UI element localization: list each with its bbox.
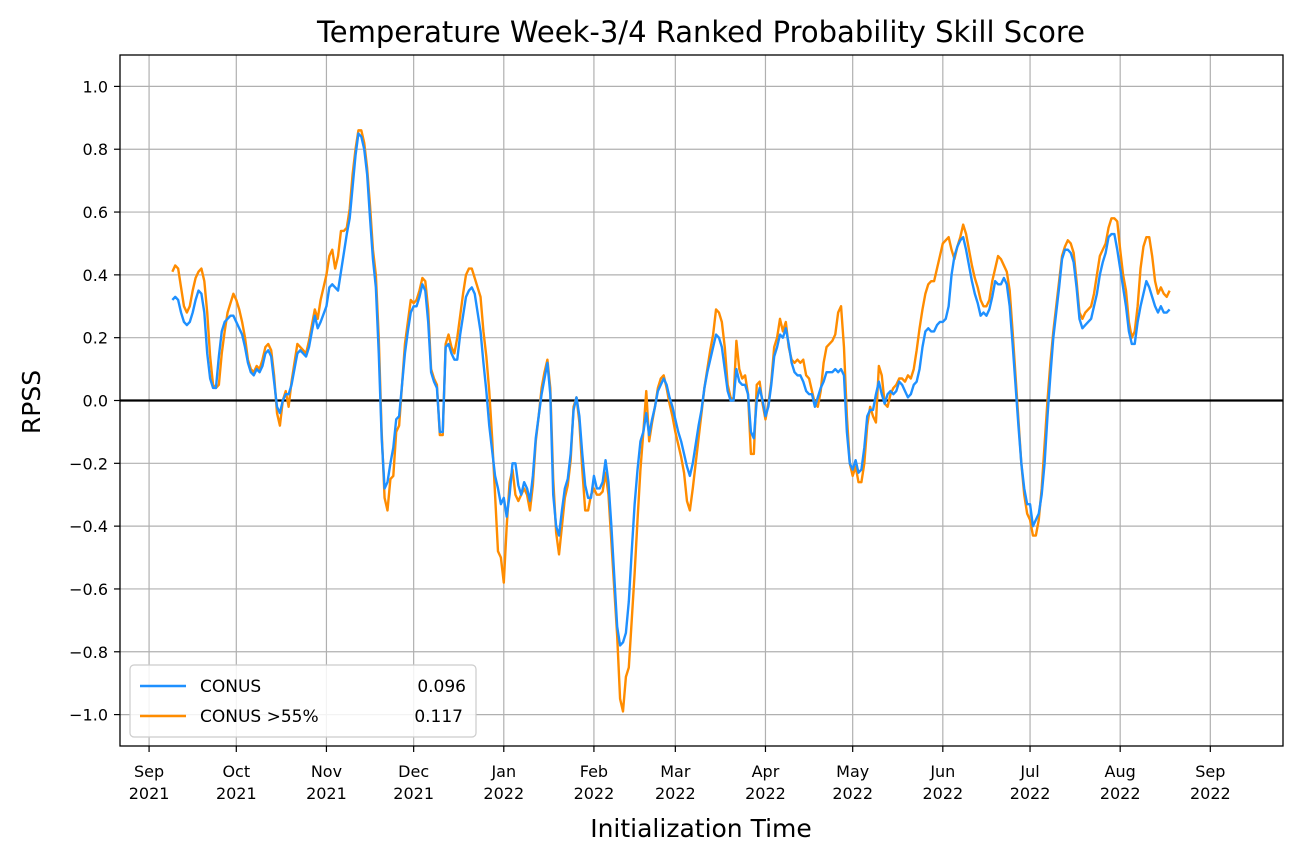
y-tick-label: 1.0 (83, 77, 108, 96)
x-tick-month: Jun (929, 762, 955, 781)
x-tick-year: 2022 (1010, 784, 1051, 803)
x-tick-year: 2022 (745, 784, 786, 803)
x-tick-year: 2022 (483, 784, 524, 803)
x-tick-month: Jul (1019, 762, 1039, 781)
chart-title: Temperature Week-3/4 Ranked Probability … (316, 15, 1085, 49)
legend-value-conus: 0.096 (417, 677, 466, 697)
x-axis-label: Initialization Time (590, 814, 812, 843)
legend-box (129, 664, 477, 738)
legend-label-conus-55: CONUS >55% (200, 707, 319, 727)
x-tick-month: May (836, 762, 869, 781)
legend: CONUS 0.096 CONUS >55% 0.117 (129, 664, 477, 738)
x-tick-year: 2022 (655, 784, 696, 803)
y-axis-ticks: 1.0 0.8 0.6 0.4 0.2 0.0 −0.2 −0.4 −0.6 −0.8 −1.0 (69, 77, 120, 725)
y-tick-label: 0.2 (83, 329, 108, 348)
y-tick-label: −0.6 (69, 580, 108, 599)
legend-value-conus-55: 0.117 (414, 707, 463, 727)
series-lines (171, 129, 1171, 713)
x-tick-year: 2021 (216, 784, 257, 803)
y-axis-label: RPSS (17, 370, 46, 434)
x-tick-year: 2022 (1190, 784, 1231, 803)
x-tick-month: Feb (580, 762, 608, 781)
y-tick-label: 0.6 (83, 203, 108, 222)
x-tick-month: Jan (490, 762, 516, 781)
x-tick-year: 2021 (306, 784, 347, 803)
y-tick-label: −1.0 (69, 706, 108, 725)
x-tick-month: Nov (311, 762, 342, 781)
x-tick-month: Mar (660, 762, 691, 781)
x-tick-year: 2022 (1100, 784, 1141, 803)
y-tick-label: 0.0 (83, 392, 108, 411)
series-line-conus-55 (171, 129, 1171, 713)
y-tick-label: 0.4 (83, 266, 108, 285)
x-tick-year: 2021 (393, 784, 434, 803)
x-tick-month: Sep (1195, 762, 1225, 781)
x-axis-ticks: Sep 2021 Oct 2021 Nov 2021 Dec 2021 Jan 2022 Feb 20… (129, 746, 1231, 803)
x-tick-year: 2022 (832, 784, 873, 803)
series-line-conus (171, 132, 1171, 647)
x-tick-month: Apr (752, 762, 780, 781)
legend-label-conus: CONUS (200, 677, 261, 697)
y-tick-label: −0.2 (69, 454, 108, 473)
y-tick-label: 0.8 (83, 140, 108, 159)
x-tick-month: Dec (398, 762, 429, 781)
x-tick-month: Oct (222, 762, 250, 781)
y-tick-label: −0.4 (69, 517, 108, 536)
x-tick-month: Sep (134, 762, 164, 781)
x-tick-year: 2022 (574, 784, 615, 803)
y-tick-label: −0.8 (69, 643, 108, 662)
x-tick-year: 2021 (129, 784, 170, 803)
x-tick-year: 2022 (922, 784, 963, 803)
x-tick-month: Aug (1105, 762, 1136, 781)
